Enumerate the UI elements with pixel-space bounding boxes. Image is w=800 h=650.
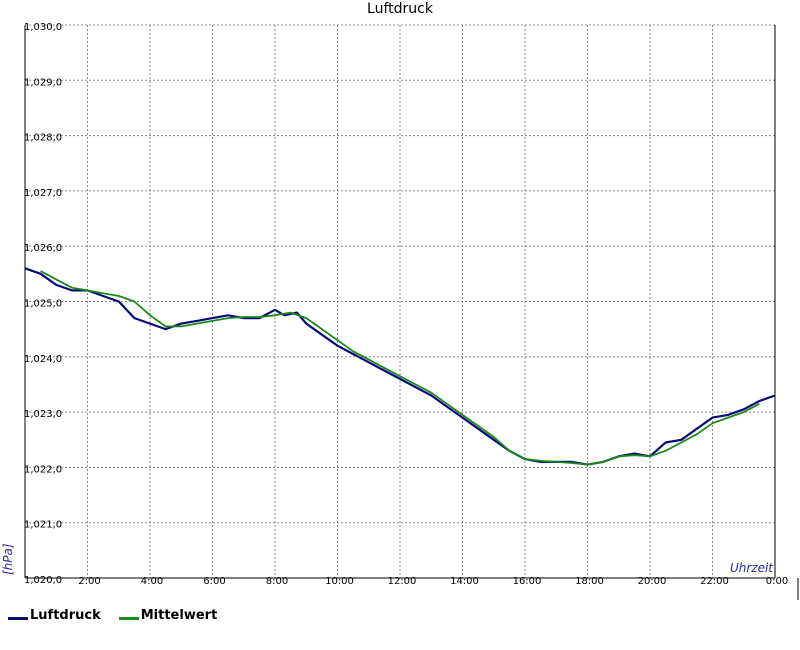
y-tick-label: 1,021,0 bbox=[24, 520, 62, 531]
y-axis-label: [hPa] bbox=[1, 543, 15, 575]
y-tick-label: 1,027,0 bbox=[24, 188, 62, 199]
x-tick-label: 18:00 bbox=[575, 576, 604, 587]
y-tick-label: 1,025,0 bbox=[24, 299, 62, 310]
grid bbox=[24, 24, 799, 600]
y-tick-label: 1,022,0 bbox=[24, 464, 62, 475]
legend-swatch-mittelwert bbox=[118, 617, 139, 620]
x-tick-label: 6:00 bbox=[203, 576, 225, 587]
y-tick-label: 1,024,0 bbox=[24, 354, 62, 365]
y-tick-label: 1,030,0 bbox=[24, 22, 62, 33]
y-tick-label: 1,029,0 bbox=[24, 77, 62, 88]
x-axis-label: Uhrzeit bbox=[730, 561, 774, 575]
x-tick-label: 8:00 bbox=[266, 576, 288, 587]
x-tick-label: 0:00 bbox=[766, 576, 788, 587]
x-tick-label: 22:00 bbox=[700, 576, 729, 587]
legend-item-mittelwert: Mittelwert bbox=[118, 608, 218, 623]
y-tick-label: 1,028,0 bbox=[24, 133, 62, 144]
series-lines bbox=[24, 267, 776, 466]
legend-swatch-luftdruck bbox=[8, 617, 28, 620]
x-tick-label: 16:00 bbox=[513, 576, 542, 587]
x-tick-label: 14:00 bbox=[450, 576, 479, 587]
legend-item-luftdruck: Luftdruck bbox=[8, 608, 101, 623]
x-tick-label: 12:00 bbox=[388, 576, 417, 587]
tick-labels: 1,020,0 1,021,0 1,022,0 1,023,0 1,024,0 1,025… bbox=[24, 22, 788, 587]
x-tick-label: 4:00 bbox=[141, 576, 163, 587]
legend-label-luftdruck: Luftdruck bbox=[30, 608, 101, 623]
x-tick-label: 2:00 bbox=[78, 576, 100, 587]
chart-title: Luftdruck bbox=[367, 1, 434, 17]
y-tick-label: 1,023,0 bbox=[24, 409, 62, 420]
y-tick-label: 1,026,0 bbox=[24, 243, 62, 254]
series-line-mittelwert bbox=[40, 270, 760, 466]
y-tick-label: 1,020,0 bbox=[24, 575, 62, 586]
x-tick-label: 20:00 bbox=[638, 576, 667, 587]
legend-label-mittelwert: Mittelwert bbox=[140, 608, 218, 623]
legend: Luftdruck Mittelwert bbox=[8, 608, 217, 623]
x-tick-label: 10:00 bbox=[325, 576, 354, 587]
